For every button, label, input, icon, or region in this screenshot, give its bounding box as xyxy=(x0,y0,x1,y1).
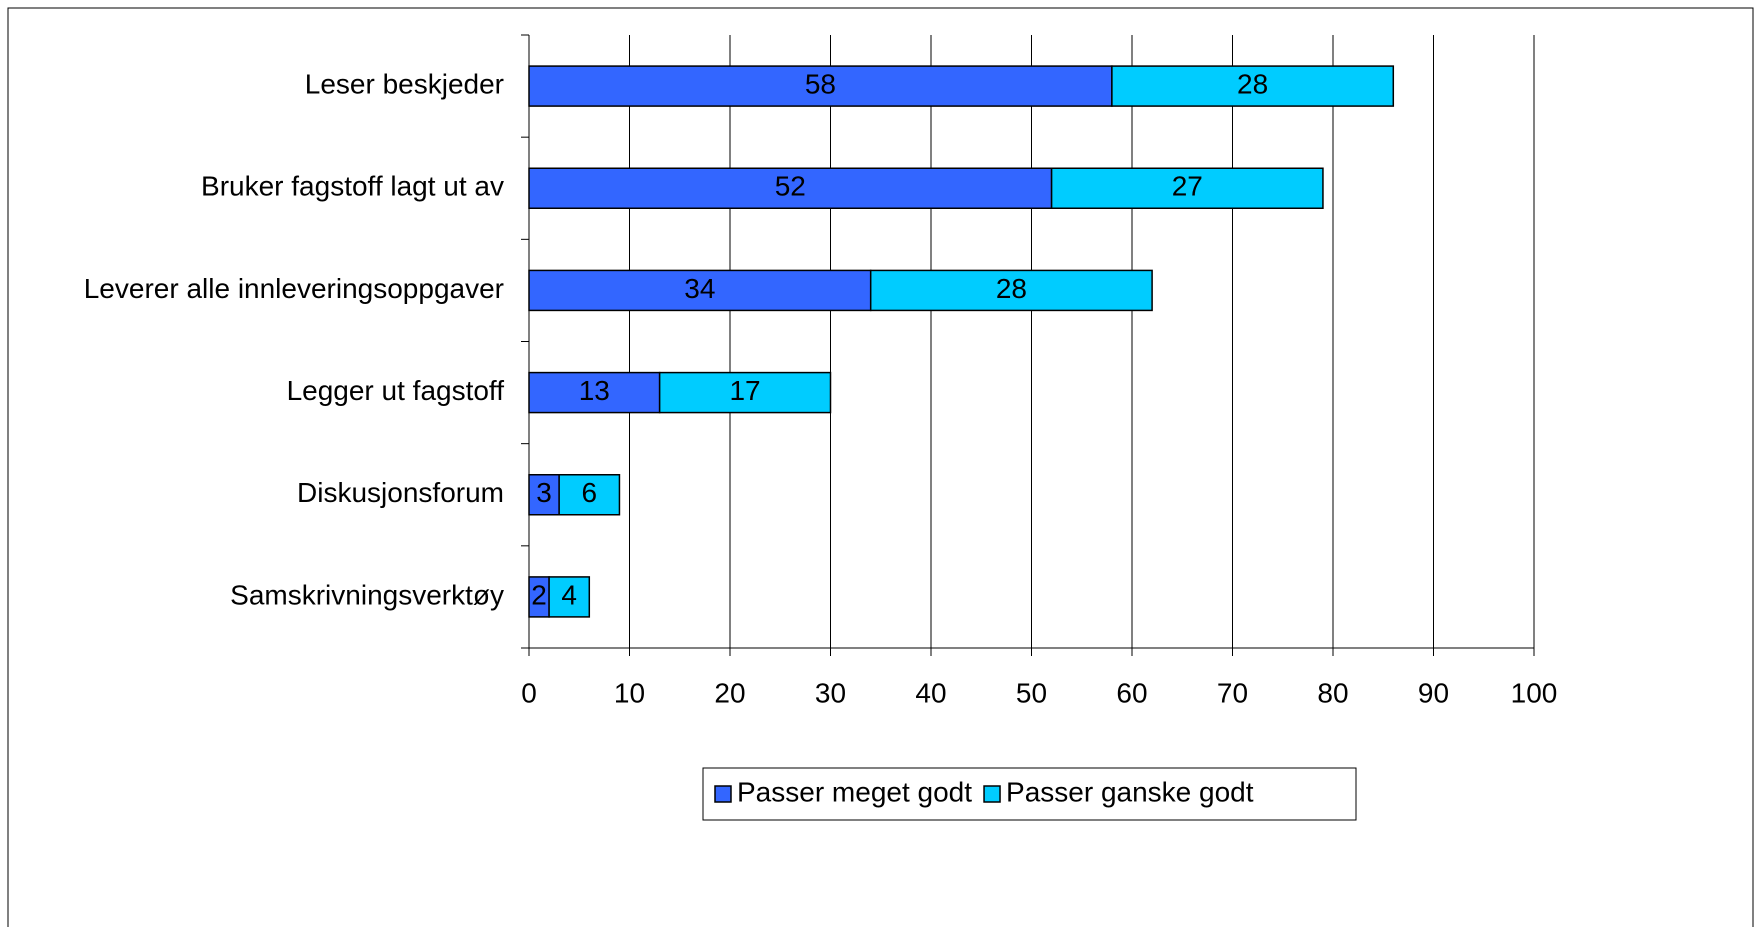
x-tick-label: 30 xyxy=(815,677,846,708)
data-label: 28 xyxy=(996,273,1027,304)
bar-segment xyxy=(658,371,832,414)
data-label: 58 xyxy=(805,68,836,99)
data-label: 17 xyxy=(729,375,760,406)
bar-segment xyxy=(528,371,661,414)
y-tick-label: Bruker fagstoff lagt ut av xyxy=(201,171,504,202)
legend-swatch xyxy=(714,785,732,803)
x-tick-label: 60 xyxy=(1116,677,1147,708)
y-tick-label: Samskrivningsverktøy xyxy=(230,579,504,610)
data-label: 27 xyxy=(1172,171,1203,202)
bar-segment xyxy=(869,269,1153,312)
data-label: 3 xyxy=(536,477,552,508)
x-tick-label: 50 xyxy=(1016,677,1047,708)
bar-segment xyxy=(558,474,621,516)
data-label: 34 xyxy=(684,273,715,304)
data-label: 6 xyxy=(582,477,598,508)
legend-swatch xyxy=(983,785,1001,803)
data-label: 28 xyxy=(1237,68,1268,99)
data-label: 2 xyxy=(531,579,547,610)
y-tick-label: Leverer alle innleveringsoppgaver xyxy=(84,273,504,304)
data-label: 13 xyxy=(579,375,610,406)
data-label: 4 xyxy=(561,579,577,610)
bar-segment xyxy=(528,65,1113,107)
x-tick-label: 0 xyxy=(521,677,537,708)
bar-segment xyxy=(548,576,591,618)
x-tick-label: 100 xyxy=(1511,677,1558,708)
y-tick-label: Leser beskjeder xyxy=(305,68,504,99)
x-tick-label: 80 xyxy=(1317,677,1348,708)
y-tick-label: Diskusjonsforum xyxy=(297,477,504,508)
data-label: 52 xyxy=(775,171,806,202)
legend-box xyxy=(702,767,1357,821)
legend-label: Passer meget godt xyxy=(737,776,972,807)
bar-segment xyxy=(1111,65,1395,107)
x-tick-label: 90 xyxy=(1418,677,1449,708)
legend-label: Passer ganske godt xyxy=(1006,776,1254,807)
bar-segment xyxy=(1050,167,1324,209)
x-tick-label: 10 xyxy=(614,677,645,708)
x-tick-label: 20 xyxy=(714,677,745,708)
bar-segment xyxy=(528,167,1053,209)
bar-segment xyxy=(528,474,560,516)
bar-segment xyxy=(528,269,872,312)
x-tick-label: 40 xyxy=(915,677,946,708)
y-tick-label: Legger ut fagstoff xyxy=(287,375,505,406)
x-tick-label: 70 xyxy=(1217,677,1248,708)
